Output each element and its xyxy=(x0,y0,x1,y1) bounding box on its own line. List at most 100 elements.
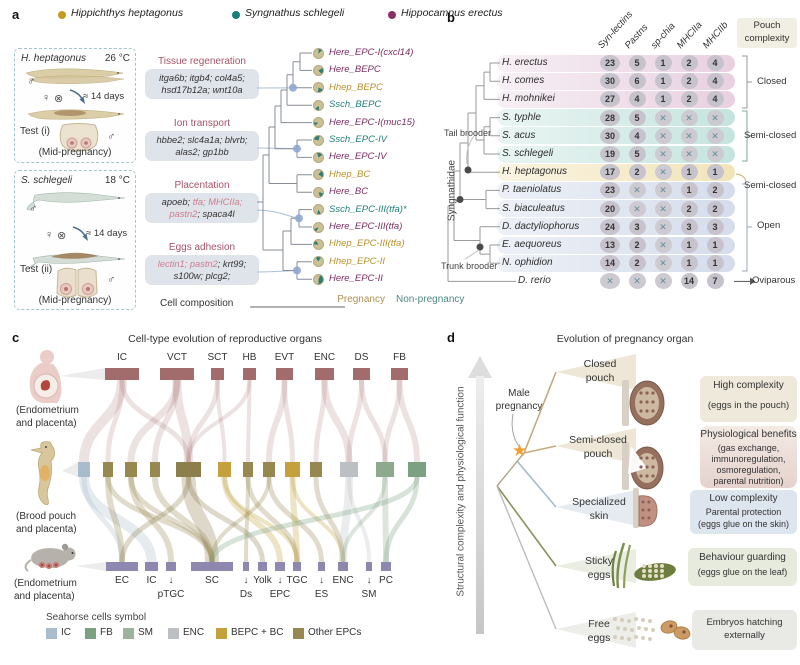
gene-count-badge: 3 xyxy=(628,218,646,235)
target-node-label: PC xyxy=(379,575,393,586)
target-node-sublabel: pTGC xyxy=(157,589,185,600)
pouch-group-label: Oviparous xyxy=(752,275,796,286)
annotation-text: Embryos hatching externally xyxy=(706,617,783,641)
pouch-complexity-header: Pouch complexity xyxy=(737,18,797,48)
species-phylogeny-svg xyxy=(447,55,756,285)
gene-absent-cross-icon: ✕ xyxy=(654,127,672,144)
male-pregnancy-label: Male pregnancy xyxy=(495,388,543,412)
cell-composition-pie-icon xyxy=(313,273,324,285)
cell-composition-pie-icon xyxy=(313,64,324,76)
gene-list: apoeb; tfa; MHCIIa; pastn2; spaca4l xyxy=(145,193,259,224)
gene-count-badge: 1 xyxy=(706,164,724,181)
gene-count-badge: 1 xyxy=(680,237,698,253)
gene-count-badge: 1 xyxy=(654,73,672,90)
target-node-label: IC xyxy=(146,575,157,586)
mouse-icon xyxy=(24,543,76,572)
behaviour-guarding-box: Behaviour guarding (eggs glue on the lea… xyxy=(688,548,797,586)
species-dot-icon xyxy=(388,11,396,19)
gene-count-badge: 24 xyxy=(600,218,620,235)
gene-absent-cross-icon: ✕ xyxy=(654,182,672,199)
cells-legend-swatch xyxy=(46,628,57,639)
cluster-tip-label: Here_EPC-IV xyxy=(329,151,387,163)
species-name: S. typhle xyxy=(502,111,541,123)
gene-absent-cross-icon: ✕ xyxy=(654,109,672,126)
annotation-line: (gas exchange, xyxy=(717,443,780,453)
brood-pouch-icon xyxy=(59,123,99,152)
target-node-sublabel: Ds xyxy=(239,589,253,600)
species-name: D. dactyliophorus xyxy=(502,220,580,232)
gene-count-badge: 2 xyxy=(628,237,646,253)
species-name: H. heptagonus xyxy=(502,166,568,178)
gene-count-badge: 3 xyxy=(680,218,698,235)
cells-legend-swatch xyxy=(168,628,179,639)
cluster-tip-label: Here_BEPC xyxy=(329,64,381,76)
panel-d-title: Evolution of pregnancy organ xyxy=(556,333,694,345)
gene-absent-cross-icon: ✕ xyxy=(706,146,724,162)
gene-node-marker xyxy=(293,144,301,153)
panel-c-label: c xyxy=(12,330,20,345)
gene-count-badge: 5 xyxy=(628,109,646,126)
gene-count-badge: 1 xyxy=(706,237,724,253)
gene-absent-cross-icon: ✕ xyxy=(654,146,672,162)
cells-legend-swatch xyxy=(123,628,134,639)
target-node-label: ↓ xyxy=(277,575,283,586)
gene-absent-cross-icon: ✕ xyxy=(706,127,724,144)
gene-count-badge: 6 xyxy=(628,73,646,90)
non-pregnancy-axis-label: Non-pregnancy xyxy=(396,294,465,305)
gene-absent-cross-icon: ✕ xyxy=(654,218,672,235)
gene-count-badge: 30 xyxy=(600,127,620,144)
gene-names: hbbe2; slc4a1a; blvrb; alas2; gp1bb xyxy=(156,135,248,158)
gene-count-badge: 17 xyxy=(600,164,620,181)
pipefish-pair-icon xyxy=(25,68,125,85)
source-node-label: EVT xyxy=(274,352,295,363)
temperature-label: 26 °C xyxy=(104,53,130,64)
species-name: S. biaculeatus xyxy=(502,202,565,214)
no-mating-cross-icon: ⊗ xyxy=(57,230,67,242)
experiment-box-2: S. schlegeli 18 °C ♂ ♀ ⊗ ≈ 14 days Test … xyxy=(14,170,136,310)
gene-count-badge: 13 xyxy=(600,237,620,253)
species-name: S. acus xyxy=(502,129,536,141)
cell-composition-pie-icon xyxy=(313,238,324,250)
gene-absent-cross-icon: ✕ xyxy=(680,109,698,126)
high-complexity-box: High complexity (eggs in the pouch) xyxy=(700,376,797,422)
species-name: H. erectus xyxy=(502,57,548,68)
pipefish-curled-icon xyxy=(26,192,126,211)
cell-composition-pie-icon xyxy=(313,151,324,163)
gene-absent-cross-icon: ✕ xyxy=(680,127,698,144)
gene-absent-cross-icon: ✕ xyxy=(680,146,698,162)
gene-names: ; krt99; s100w; plcg2; xyxy=(173,259,247,282)
gene-count-badge: 30 xyxy=(600,73,620,90)
gene-absent-cross-icon: ✕ xyxy=(706,109,724,126)
gene-names: apoeb; xyxy=(161,197,193,207)
species-legend-label: Hippichthys heptagonus xyxy=(71,7,184,19)
gene-count-badge: 27 xyxy=(600,91,620,108)
specialized-skin-icon xyxy=(633,488,658,528)
cluster-tip-label: Hhep_EPC-II xyxy=(329,255,385,267)
cells-legend-swatch xyxy=(216,628,227,639)
male-symbol: ♂ xyxy=(29,203,38,215)
gene-count-badge: 1 xyxy=(680,255,698,272)
annotation-line: parental nutrition) xyxy=(713,476,784,486)
pregnant-pipefish-icon xyxy=(27,109,125,120)
no-mating-cross-icon: ⊗ xyxy=(54,93,64,105)
cluster-tip-label: Hhep_BC xyxy=(329,168,371,180)
pouch-group-label: Closed xyxy=(757,76,787,87)
gene-count-badge: 23 xyxy=(600,182,620,199)
cluster-tip-label: Here_EPC-I(cxcl14) xyxy=(329,47,414,58)
cluster-tip-label: Hhep_BEPC xyxy=(329,81,383,93)
organ-row-label: (Endometrium and placenta) xyxy=(16,405,79,429)
target-node-label: EC xyxy=(115,575,129,586)
gene-names: ; spaca4l xyxy=(197,209,235,220)
cluster-tip-label: Here_EPC-II xyxy=(329,273,383,285)
cluster-tip-label: Here_BC xyxy=(329,186,369,198)
source-node-label: FB xyxy=(393,352,406,363)
pregnancy-axis-label: Pregnancy xyxy=(337,294,385,305)
cells-legend-label: ENC xyxy=(183,627,205,638)
time-arrow-icon xyxy=(72,226,88,241)
source-node-label: SCT xyxy=(207,352,228,363)
pregnancy-evolution-diagram xyxy=(468,354,691,648)
target-node-label: ↓ xyxy=(168,575,174,586)
gene-count-badge: 1 xyxy=(680,164,698,181)
gene-count-badge: 2 xyxy=(628,164,646,181)
